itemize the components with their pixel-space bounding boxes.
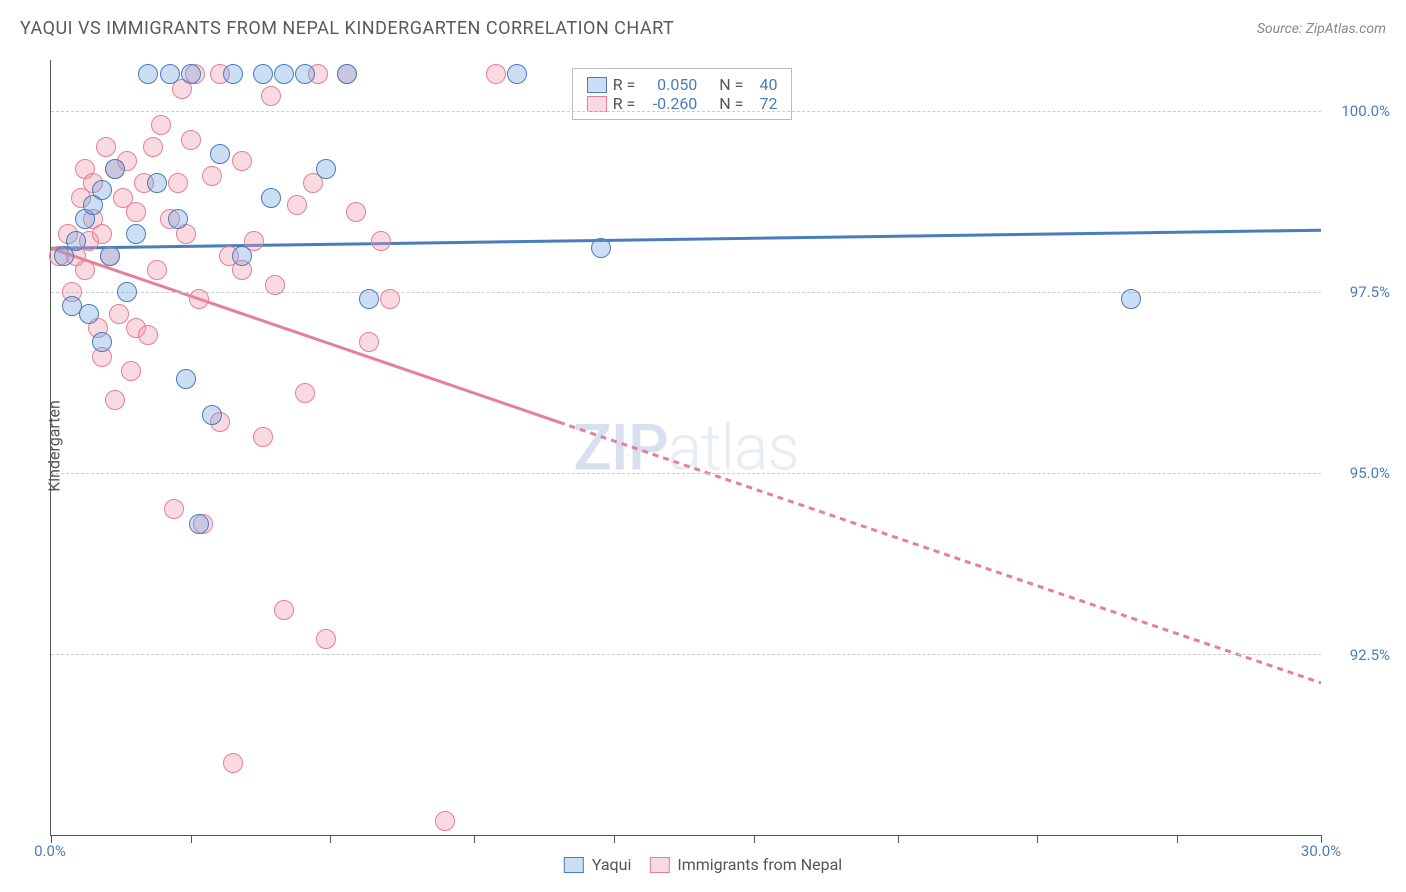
scatter-point-blue bbox=[105, 159, 125, 179]
scatter-point-pink bbox=[359, 332, 379, 352]
gridline-h bbox=[51, 654, 1321, 655]
legend-bottom: Yaqui Immigrants from Nepal bbox=[564, 855, 842, 874]
scatter-point-pink bbox=[109, 304, 129, 324]
scatter-point-blue bbox=[92, 332, 112, 352]
scatter-point-pink bbox=[138, 325, 158, 345]
scatter-point-pink bbox=[486, 64, 506, 84]
chart-title: YAQUI VS IMMIGRANTS FROM NEPAL KINDERGAR… bbox=[20, 18, 674, 39]
x-tick-mark bbox=[474, 835, 475, 843]
scatter-point-pink bbox=[380, 289, 400, 309]
scatter-point-pink bbox=[202, 166, 222, 186]
x-tick-label: 0.0% bbox=[34, 842, 66, 860]
scatter-point-blue bbox=[100, 246, 120, 266]
scatter-point-blue bbox=[507, 64, 527, 84]
scatter-point-pink bbox=[265, 275, 285, 295]
scatter-point-pink bbox=[164, 499, 184, 519]
scatter-point-pink bbox=[274, 600, 294, 620]
scatter-point-blue bbox=[591, 238, 611, 258]
scatter-point-blue bbox=[316, 159, 336, 179]
scatter-point-blue bbox=[168, 209, 188, 229]
scatter-point-pink bbox=[121, 361, 141, 381]
x-tick-mark bbox=[614, 835, 615, 843]
gridline-h bbox=[51, 111, 1321, 112]
scatter-point-pink bbox=[168, 173, 188, 193]
scatter-point-pink bbox=[253, 427, 273, 447]
scatter-point-blue bbox=[189, 514, 209, 534]
scatter-point-blue bbox=[79, 304, 99, 324]
swatch-pink bbox=[649, 857, 669, 873]
scatter-point-pink bbox=[371, 231, 391, 251]
legend-item-pink: Immigrants from Nepal bbox=[649, 855, 842, 874]
x-tick-mark bbox=[191, 835, 192, 843]
scatter-point-pink bbox=[261, 86, 281, 106]
scatter-point-blue bbox=[92, 180, 112, 200]
scatter-point-blue bbox=[210, 144, 230, 164]
trend-lines bbox=[51, 60, 1321, 835]
scatter-point-pink bbox=[181, 130, 201, 150]
scatter-point-pink bbox=[295, 383, 315, 403]
scatter-point-pink bbox=[105, 390, 125, 410]
scatter-point-pink bbox=[232, 151, 252, 171]
scatter-point-blue bbox=[295, 64, 315, 84]
legend-item-blue: Yaqui bbox=[564, 855, 632, 874]
scatter-point-blue bbox=[126, 224, 146, 244]
scatter-point-blue bbox=[261, 188, 281, 208]
gridline-h bbox=[51, 473, 1321, 474]
scatter-point-pink bbox=[223, 753, 243, 773]
scatter-point-pink bbox=[92, 224, 112, 244]
scatter-point-blue bbox=[202, 405, 222, 425]
x-tick-mark bbox=[1037, 835, 1038, 843]
scatter-point-pink bbox=[316, 629, 336, 649]
y-tick-label: 97.5% bbox=[1350, 283, 1390, 301]
scatter-point-blue bbox=[160, 64, 180, 84]
x-tick-mark bbox=[898, 835, 899, 843]
chart-plot-area: ZIPatlas R = 0.050 N = 40 R = -0.260 N =… bbox=[50, 60, 1321, 836]
scatter-point-blue bbox=[138, 64, 158, 84]
stats-legend: R = 0.050 N = 40 R = -0.260 N = 72 bbox=[572, 68, 793, 120]
x-tick-mark bbox=[754, 835, 755, 843]
scatter-point-pink bbox=[147, 260, 167, 280]
scatter-point-blue bbox=[181, 64, 201, 84]
scatter-point-blue bbox=[147, 173, 167, 193]
scatter-point-blue bbox=[223, 64, 243, 84]
x-tick-label: 30.0% bbox=[1301, 842, 1341, 860]
scatter-point-blue bbox=[66, 231, 86, 251]
scatter-point-blue bbox=[359, 289, 379, 309]
scatter-point-pink bbox=[346, 202, 366, 222]
scatter-point-pink bbox=[287, 195, 307, 215]
scatter-point-blue bbox=[1121, 289, 1141, 309]
scatter-point-blue bbox=[117, 282, 137, 302]
source-label: Source: ZipAtlas.com bbox=[1257, 21, 1386, 37]
scatter-point-pink bbox=[143, 137, 163, 157]
scatter-point-blue bbox=[274, 64, 294, 84]
stats-row-blue: R = 0.050 N = 40 bbox=[587, 75, 778, 94]
scatter-point-blue bbox=[253, 64, 273, 84]
scatter-point-blue bbox=[232, 246, 252, 266]
scatter-point-pink bbox=[151, 115, 171, 135]
y-tick-label: 95.0% bbox=[1350, 464, 1390, 482]
scatter-point-pink bbox=[435, 811, 455, 831]
scatter-point-pink bbox=[96, 137, 116, 157]
scatter-point-pink bbox=[75, 260, 95, 280]
y-tick-label: 92.5% bbox=[1350, 646, 1390, 664]
trend-line-pink-dashed bbox=[559, 422, 1321, 683]
y-tick-label: 100.0% bbox=[1341, 102, 1390, 120]
swatch-blue bbox=[587, 77, 607, 93]
x-tick-mark bbox=[330, 835, 331, 843]
scatter-point-pink bbox=[189, 289, 209, 309]
scatter-point-pink bbox=[126, 202, 146, 222]
swatch-blue bbox=[564, 857, 584, 873]
swatch-pink bbox=[587, 96, 607, 112]
scatter-point-blue bbox=[337, 64, 357, 84]
scatter-point-blue bbox=[176, 369, 196, 389]
x-tick-mark bbox=[1177, 835, 1178, 843]
